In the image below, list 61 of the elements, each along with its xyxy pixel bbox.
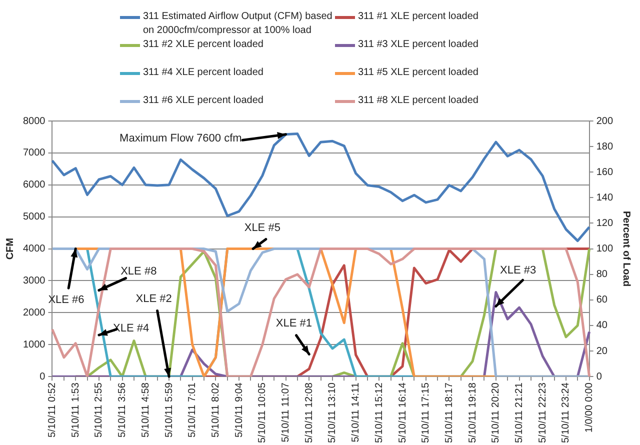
y-tick-label: 1000	[22, 339, 46, 350]
y2-tick-label: 60	[596, 294, 608, 306]
x-tick-label: 5/10/11 17:15	[420, 382, 432, 444]
y2-tick-label: 80	[596, 269, 608, 280]
x-tick-label: 5/10/11 12:08	[304, 382, 315, 444]
legend-label: 311 #1 XLE percent loaded	[358, 10, 478, 24]
x-tick-label: 5/10/11 23:24	[560, 382, 572, 444]
annotation: XLE #8	[120, 266, 157, 278]
y-tick-label: 7000	[22, 148, 46, 159]
x-tick-label: 5/10/11 8:02	[210, 382, 222, 438]
y2-tick-label: 0	[596, 371, 602, 382]
x-tick-label: 1/0/00 0:00	[584, 382, 596, 433]
legend-label: 311 #2 XLE percent loaded	[143, 38, 264, 52]
x-tick-label: 5/10/11 13:10	[327, 382, 338, 444]
legend-label: 311 #6 XLE percent loaded	[143, 94, 264, 108]
y2-tick-label: 20	[596, 346, 608, 357]
y2-tick-label: 100	[596, 244, 614, 255]
x-tick-label: 5/10/11 3:56	[117, 382, 128, 438]
y2-tick-label: 180	[596, 141, 614, 152]
y-axis-title: CFM	[4, 238, 16, 260]
x-tick-label: 5/10/11 22:23	[537, 382, 548, 444]
legend-label: 311 #4 XLE percent loaded	[143, 66, 264, 80]
y-tick-label: 5000	[22, 212, 46, 223]
annotation: XLE #6	[48, 294, 84, 306]
annotation: XLE #1	[276, 318, 312, 330]
y-tick-label: 6000	[22, 180, 46, 191]
x-tick-label: 5/10/11 16:14	[397, 382, 408, 444]
x-tick-label: 5/10/11 9:04	[234, 382, 245, 438]
y2-tick-label: 120	[596, 218, 614, 229]
y2-tick-label: 200	[596, 116, 614, 127]
y2-tick-label: 140	[596, 192, 614, 204]
x-tick-label: 5/10/11 2:55	[94, 382, 105, 438]
x-tick-label: 5/10/11 4:58	[140, 382, 152, 438]
x-tick-label: 5/10/11 11:07	[280, 382, 292, 442]
y-tick-label: 8000	[22, 116, 46, 127]
legend-label: 311 #3 XLE percent loaded	[358, 38, 478, 52]
x-tick-label: 5/10/11 10:05	[257, 382, 268, 444]
x-tick-label: 5/10/11 19:18	[467, 382, 478, 444]
x-tick-label: 5/10/11 7:01	[187, 382, 198, 438]
x-tick-label: 5/10/11 21:21	[514, 382, 526, 444]
y-tick-label: 3000	[22, 275, 46, 286]
y-tick-label: 4000	[22, 244, 46, 255]
y2-tick-label: 160	[596, 166, 614, 178]
annotation: XLE #2	[136, 292, 172, 305]
annotation: Maximum Flow 7600 cfm	[120, 132, 242, 145]
legend-label: 311 Estimated Airflow Output (CFM) based on 2000cfm/compressor at 100% load	[143, 10, 334, 38]
y-tick-label: 2000	[22, 307, 46, 318]
x-tick-label: 5/10/11 5:59	[164, 382, 175, 438]
x-tick-label: 5/10/11 20:20	[490, 382, 502, 444]
annotation: XLE #5	[244, 222, 280, 234]
legend-label: 311 #8 XLE percent loaded	[358, 94, 478, 108]
legend-label: 311 #5 XLE percent loaded	[358, 66, 478, 80]
y2-axis-title: Percent of Load	[620, 211, 632, 287]
annotation: XLE #3	[500, 264, 536, 277]
x-tick-label: 5/10/11 0:52	[46, 382, 58, 438]
x-tick-label: 5/10/11 15:12	[374, 382, 385, 444]
x-tick-label: 5/10/11 18:17	[444, 382, 455, 444]
y-tick-label: 0	[40, 371, 46, 382]
x-tick-label: 5/10/11 1:53	[70, 382, 82, 438]
x-tick-label: 5/10/11 14:11	[350, 382, 362, 442]
y2-tick-label: 40	[596, 320, 608, 332]
